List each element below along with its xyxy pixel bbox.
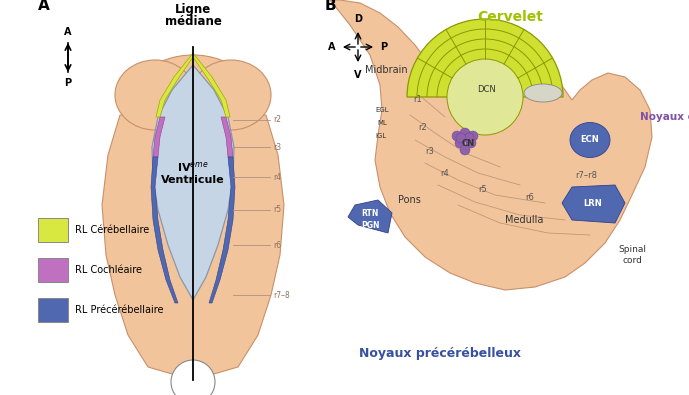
Text: r4: r4 [440, 169, 449, 177]
Text: médiane: médiane [165, 15, 221, 28]
FancyBboxPatch shape [38, 298, 68, 322]
Polygon shape [156, 53, 193, 117]
Circle shape [456, 133, 466, 143]
Polygon shape [153, 117, 165, 157]
Ellipse shape [191, 60, 271, 130]
Text: IGL: IGL [375, 133, 387, 139]
Polygon shape [348, 200, 392, 233]
Text: A: A [38, 0, 50, 13]
Text: Midbrain: Midbrain [365, 65, 408, 75]
Text: r6: r6 [525, 194, 534, 203]
Text: r5: r5 [478, 186, 486, 194]
Circle shape [452, 131, 462, 141]
Text: V: V [354, 70, 362, 80]
Polygon shape [102, 115, 284, 380]
Text: P: P [65, 78, 72, 88]
Polygon shape [152, 65, 234, 300]
Text: Medulla: Medulla [505, 215, 544, 225]
Polygon shape [221, 117, 233, 157]
Ellipse shape [123, 55, 263, 175]
Text: Ventricule: Ventricule [161, 175, 225, 185]
Text: r2: r2 [273, 115, 281, 124]
Text: ML: ML [377, 120, 387, 126]
Text: CN: CN [462, 139, 475, 147]
Text: RL Cochléaire: RL Cochléaire [75, 265, 142, 275]
Text: P: P [380, 42, 387, 52]
Text: Cervelet: Cervelet [477, 10, 543, 24]
Text: r7–r8: r7–r8 [575, 171, 597, 179]
Text: DCN: DCN [477, 85, 496, 94]
Text: r2: r2 [418, 122, 426, 132]
Text: r6: r6 [273, 241, 281, 250]
Text: RL Cérébellaire: RL Cérébellaire [75, 225, 150, 235]
Circle shape [464, 133, 474, 143]
Text: IV$^{ème}$: IV$^{ème}$ [177, 158, 209, 175]
Text: RL Précérébellaire: RL Précérébellaire [75, 305, 163, 315]
Text: D: D [354, 14, 362, 24]
Text: Spinal
cord: Spinal cord [618, 245, 646, 265]
Polygon shape [193, 53, 230, 117]
Text: RTN: RTN [361, 209, 379, 218]
Wedge shape [407, 19, 563, 97]
FancyBboxPatch shape [38, 218, 68, 242]
Text: Noyaux précérébelleux: Noyaux précérébelleux [359, 346, 521, 359]
Polygon shape [209, 157, 235, 303]
Text: Ligne: Ligne [175, 3, 211, 16]
Text: r3: r3 [273, 143, 281, 152]
Circle shape [460, 128, 470, 138]
FancyBboxPatch shape [38, 258, 68, 282]
Circle shape [171, 360, 215, 395]
Polygon shape [151, 157, 178, 303]
Text: ECN: ECN [581, 135, 599, 145]
Circle shape [455, 138, 465, 148]
Polygon shape [562, 185, 625, 223]
Text: Noyaux cochléaires: Noyaux cochléaires [640, 112, 689, 122]
Ellipse shape [570, 122, 610, 158]
Ellipse shape [524, 84, 562, 102]
Circle shape [468, 131, 478, 141]
Polygon shape [330, 0, 652, 290]
Text: EGL: EGL [375, 107, 389, 113]
Text: r4: r4 [273, 173, 281, 181]
Text: LRN: LRN [584, 199, 602, 209]
Ellipse shape [115, 60, 195, 130]
Text: A: A [64, 27, 72, 37]
Text: A: A [327, 42, 335, 52]
Text: r1: r1 [413, 96, 422, 105]
Text: B: B [325, 0, 337, 13]
Text: r3: r3 [425, 147, 434, 156]
Text: r5: r5 [273, 205, 281, 214]
Text: Pons: Pons [398, 195, 421, 205]
Text: PGN: PGN [361, 220, 379, 229]
Circle shape [466, 138, 476, 148]
Circle shape [460, 145, 470, 155]
Text: r7–8: r7–8 [273, 290, 290, 299]
Circle shape [447, 59, 523, 135]
